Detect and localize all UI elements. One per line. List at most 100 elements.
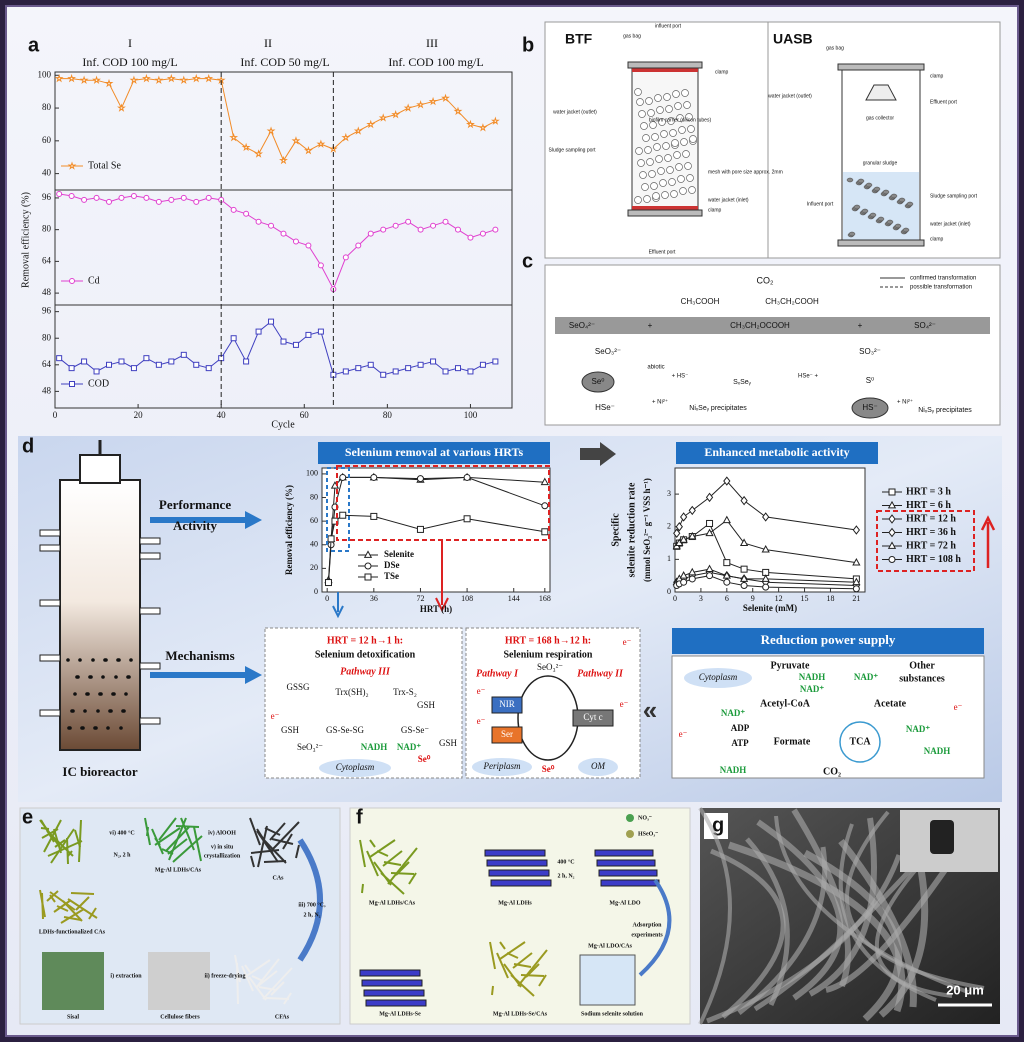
decoration [73, 692, 77, 696]
data-point [168, 196, 175, 203]
label: CO₂ [757, 275, 775, 285]
data-point [416, 100, 426, 109]
decoration [698, 806, 732, 1025]
decoration [682, 150, 690, 158]
decoration [626, 814, 634, 822]
decoration [139, 607, 161, 615]
data-point [179, 75, 189, 84]
data-point [327, 535, 335, 543]
decoration [158, 817, 177, 841]
label: 400 °C [557, 858, 574, 865]
data-point [762, 583, 770, 591]
panel-b-frame [544, 21, 1001, 259]
decoration [626, 830, 634, 838]
data-point [688, 575, 696, 583]
y-tick-label: 60 [310, 516, 318, 525]
data-point [380, 371, 387, 378]
label: Acetyl-CoA [760, 698, 811, 709]
label: IC bioreactor [62, 764, 137, 779]
decoration [126, 675, 130, 679]
label: + HS⁻ [672, 374, 689, 380]
label: Effluent port [930, 99, 957, 105]
decoration [672, 628, 984, 654]
decoration [658, 118, 666, 126]
decoration [774, 815, 969, 994]
label: biofilm carrier (silicon tubes) [649, 117, 712, 123]
label: HRT = 168 h→12 h: [505, 635, 591, 646]
label: HSe⁻ + [798, 374, 819, 380]
decoration [79, 454, 121, 484]
legend-label: HRT = 6 h [906, 500, 951, 511]
data-point [705, 492, 714, 503]
y-tick-label: 80 [310, 492, 318, 501]
decoration [637, 159, 645, 167]
data-point [380, 226, 387, 233]
data-point [705, 564, 714, 573]
decoration [644, 146, 652, 154]
legend-label: COD [88, 378, 109, 389]
x-axis-label: Selenite (mM) [743, 603, 797, 613]
decoration [70, 709, 74, 713]
decoration [636, 98, 644, 106]
legend-label: HRT = 108 h [906, 554, 961, 565]
data-point [355, 242, 362, 249]
decoration [263, 839, 287, 864]
data-point [280, 338, 287, 345]
label: LDHs-functionalized CAs [39, 929, 106, 935]
label: SeO₃²⁻ [297, 742, 323, 752]
decoration [673, 151, 681, 159]
decoration [78, 658, 82, 662]
data-point [106, 198, 113, 205]
decoration [47, 840, 83, 857]
decoration [60, 908, 85, 924]
decoration [101, 675, 105, 679]
legend-label: Cd [88, 275, 100, 286]
decoration [865, 182, 873, 188]
decoration [596, 859, 656, 867]
decoration [119, 726, 123, 730]
data-point [268, 222, 275, 229]
decoration [663, 93, 671, 101]
label: iii) 700 °C, [298, 901, 326, 908]
decoration [657, 167, 665, 175]
data-point [430, 222, 437, 229]
label: e⁻ [623, 637, 632, 647]
legend-label: HRT = 36 h [906, 527, 956, 538]
decoration [376, 850, 389, 857]
legend-marker [888, 527, 896, 538]
data-point [305, 242, 312, 249]
y-tick-label: 64 [42, 255, 52, 265]
decoration [638, 878, 672, 977]
decoration [555, 317, 990, 334]
x-tick-label: 20 [134, 410, 144, 420]
label: CH₃CH₂OCOOH [730, 321, 790, 330]
decoration [129, 658, 133, 662]
decoration [687, 125, 695, 133]
label: Trx-S₂ [393, 687, 417, 697]
decoration [124, 692, 128, 696]
decoration [513, 963, 532, 968]
decoration [168, 817, 187, 861]
decoration [677, 175, 685, 183]
x-axis-label: Cycle [271, 419, 295, 430]
decoration [490, 879, 552, 887]
decoration [878, 848, 929, 1018]
decoration [39, 599, 61, 607]
decoration [250, 855, 255, 868]
data-point [141, 73, 151, 83]
label: CH₃CH₂COOH [765, 297, 819, 306]
decoration [642, 134, 650, 142]
decoration [598, 869, 658, 877]
data-point [339, 473, 347, 481]
label: SeO₃²⁻ [595, 347, 621, 356]
panel-label: a [28, 34, 40, 56]
data-point [723, 578, 731, 586]
decoration [837, 63, 925, 71]
data-point [723, 476, 731, 486]
data-point [353, 126, 363, 135]
data-point [392, 222, 399, 229]
decoration [193, 826, 202, 862]
legend-label: Total Se [88, 160, 121, 171]
data-point [324, 579, 332, 587]
